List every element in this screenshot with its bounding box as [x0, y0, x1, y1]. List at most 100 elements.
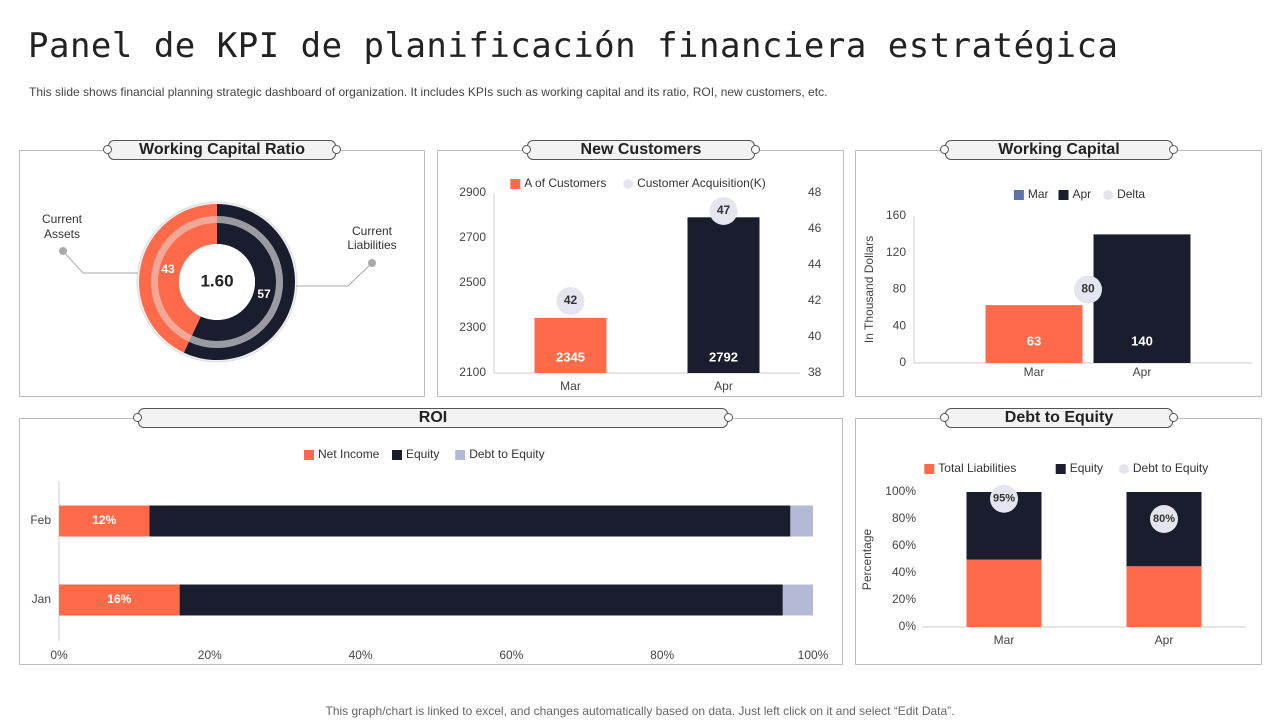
current-assets-callout: Current [42, 212, 83, 226]
roi-chart[interactable]: 0% 20% 40% 60% 80% 100% 12% Feb 16% Jan Net Income… [20, 419, 844, 666]
legend-marker [1055, 464, 1066, 474]
page-title: Panel de KPI de planificación financiera… [28, 26, 1119, 66]
current-liabilities-callout: Current [352, 224, 393, 238]
debt-to-equity-chart[interactable]: 0% 20% 40% 60% 80% 100% Percentage 95% Mar 80% Apr… [856, 419, 1263, 666]
title-left-dot [940, 145, 949, 154]
debt-to-equity-title-text: Debt to Equity [1004, 409, 1114, 426]
center-ratio-label: 1.60 [200, 271, 233, 290]
roi-title-text: ROI [418, 409, 448, 426]
working-capital-title-text: Working Capital [998, 141, 1120, 158]
y-tick-label: 40% [892, 565, 916, 579]
bar-value-label: 140 [1131, 333, 1153, 348]
y-tick-label: 0% [899, 619, 917, 633]
y-tick-label: 80% [892, 511, 916, 525]
y-tick-label: 100% [885, 484, 916, 498]
bar-value-label: 2345 [556, 349, 585, 364]
x-tick-label: Mar [994, 633, 1015, 647]
current-assets-band [150, 216, 217, 342]
net-income-value-label: 16% [107, 592, 131, 606]
debt-to-equity-marker-mar [990, 484, 1018, 513]
debt-to-equity-panel[interactable]: 0% 20% 40% 60% 80% 100% Percentage 95% Mar 80% Apr… [855, 418, 1262, 665]
bar-apr-total-liabilities [1126, 566, 1202, 627]
bar-mar [534, 317, 607, 373]
current-assets-value: 43 [161, 262, 175, 276]
title-left-dot [133, 413, 142, 422]
y-tick-label: 2700 [459, 230, 486, 244]
page-subtitle: This slide shows financial planning stra… [29, 85, 828, 99]
bar-feb-equity [149, 505, 791, 537]
title-left-dot [103, 145, 112, 154]
legend-marker [1013, 190, 1024, 200]
legend-marker [392, 450, 402, 460]
legend-marker [1118, 464, 1129, 474]
net-income-value-label: 12% [92, 513, 116, 527]
y-tick-label: 60% [892, 538, 916, 552]
y-tick-label: 40 [893, 318, 907, 332]
y-tick-label: Feb [30, 513, 51, 527]
working-capital-ratio-title: Working Capital Ratio [103, 140, 341, 160]
y-tick-label: 2900 [459, 185, 486, 199]
legend-label: Debt to Equity [1133, 461, 1208, 475]
current-assets-callout: Assets [44, 227, 80, 241]
bar-value-label: 63 [1027, 333, 1041, 348]
y2-tick-label: 44 [808, 257, 822, 271]
roi-panel[interactable]: 0% 20% 40% 60% 80% 100% 12% Feb 16% Jan Net Income… [19, 418, 843, 665]
current-liabilities-leader-line [296, 262, 373, 287]
x-tick-label: 80% [650, 648, 674, 662]
y2-tick-label: 38 [808, 365, 822, 379]
working-capital-chart[interactable]: 0 40 80 120 160 In Thousand Dollars 63 Mar 140 Ap… [856, 151, 1263, 398]
bar-jan-equity [179, 584, 783, 616]
acquisition-marker-mar [556, 287, 585, 315]
bar-feb-debt-to-equity [790, 505, 813, 537]
delta-value-label: 80 [1081, 282, 1095, 296]
new-customers-chart[interactable]: 2100 2300 2500 2700 2900 38 40 42 44 46 48 2345 Mar 4… [438, 151, 845, 398]
current-liabilities-slice [188, 216, 283, 348]
bar-value-label: 2792 [709, 349, 738, 364]
title-right-dot [724, 413, 733, 422]
y-tick-label: Jan [32, 592, 51, 606]
current-liabilities-callout: Liabilities [347, 238, 396, 252]
working-capital-title: Working Capital [940, 140, 1178, 160]
x-tick-label: Mar [560, 379, 581, 393]
legend-label: Equity [1070, 461, 1103, 475]
bar-jan-debt-to-equity [782, 584, 813, 616]
legend-marker [623, 179, 634, 189]
y2-tick-label: 46 [808, 221, 822, 235]
delta-marker [1074, 275, 1102, 304]
debt-to-equity-value-label: 80% [1153, 513, 1175, 525]
title-right-dot [1169, 145, 1178, 154]
y-axis-title: In Thousand Dollars [862, 236, 876, 343]
x-tick-label: 20% [198, 648, 222, 662]
y-tick-label: 80 [893, 282, 907, 296]
legend-label: Net Income [318, 447, 380, 461]
working-capital-panel[interactable]: 0 40 80 120 160 In Thousand Dollars 63 Mar 140 Ap… [855, 150, 1262, 397]
current-liabilities-outer-ring [183, 204, 295, 360]
new-customers-panel[interactable]: 2100 2300 2500 2700 2900 38 40 42 44 46 48 2345 Mar 4… [437, 150, 844, 397]
footer-note: This graph/chart is linked to excel, and… [325, 704, 955, 718]
new-customers-title-text: New Customers [580, 141, 702, 158]
legend-marker [1058, 190, 1069, 200]
working-capital-ratio-panel[interactable]: 1.60 57 43 Current Assets Current Liabilities [19, 150, 425, 397]
debt-to-equity-title: Debt to Equity [940, 408, 1178, 428]
title-right-dot [332, 145, 341, 154]
acquisition-marker-apr [709, 197, 738, 225]
x-tick-label: Apr [714, 379, 733, 393]
title-right-dot [1169, 413, 1178, 422]
working-capital-ratio-title-text: Working Capital Ratio [139, 141, 305, 158]
bar-apr [687, 217, 760, 373]
y-tick-label: 20% [892, 592, 916, 606]
debt-to-equity-marker-apr [1150, 505, 1178, 533]
legend-label: Mar [1028, 187, 1049, 201]
current-assets-outer-ring [138, 204, 217, 353]
legend-label: Debt to Equity [469, 447, 544, 461]
y-axis-title: Percentage [860, 528, 874, 590]
y-tick-label: 120 [886, 245, 906, 259]
y-tick-label: 2100 [459, 365, 486, 379]
bar-jan-net-income [59, 584, 180, 616]
current-assets-leader-line [62, 250, 138, 274]
legend-marker [304, 450, 314, 460]
y-tick-label: 2500 [459, 275, 486, 289]
bar-apr [1093, 234, 1191, 363]
bar-mar-total-liabilities [966, 559, 1042, 627]
